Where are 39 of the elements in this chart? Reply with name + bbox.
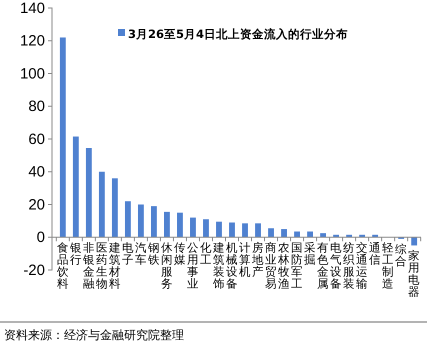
x-tick-label: 通信	[369, 240, 382, 266]
x-tick-label: 商业贸易	[265, 240, 278, 290]
y-tick-label: 140	[20, 0, 45, 17]
x-tick-label: 化工	[200, 240, 212, 266]
x-tick-label: 综合	[395, 242, 408, 268]
x-tick-label: 机械设备	[226, 240, 238, 290]
legend-label: 3月26至5月4日北上资金流入的行业分布	[128, 27, 348, 41]
y-tick-label: 120	[20, 32, 45, 50]
x-tick-label: 电气设备	[330, 240, 342, 290]
x-tick-label: 房地产	[251, 240, 264, 278]
x-tick-label: 非银金融	[82, 240, 95, 290]
x-tick-label: 食品饮料	[56, 240, 69, 290]
x-tick-label: 纺织服装	[343, 240, 356, 290]
y-tick-label: 0	[36, 229, 45, 246]
x-tick-label: 农林牧渔	[277, 240, 290, 290]
y-tick-label: 100	[20, 65, 45, 82]
x-tick-label: 家用电器	[408, 248, 420, 298]
x-tick-label: 钢铁	[146, 240, 160, 266]
x-tick-label: 采掘	[304, 240, 316, 266]
x-tick-label: 轻工制造	[382, 240, 394, 290]
x-tick-label: 传媒	[174, 240, 186, 266]
y-tick-label: 20	[28, 196, 45, 214]
x-tick-label: 汽车	[134, 240, 147, 266]
x-tick-label: 电子	[122, 240, 134, 266]
x-tick-label: 有色金属	[317, 240, 330, 290]
x-tick-label: 医药生物	[96, 240, 108, 290]
y-tick-label: 80	[28, 98, 45, 116]
text: 资料来源：经济与金融研究院整理	[4, 328, 184, 342]
y-tick-label: 40	[28, 164, 45, 181]
x-tick-label: 休闲服务	[160, 240, 173, 290]
y-tick-label: -20	[23, 262, 45, 279]
x-tick-label: 国防军工	[291, 240, 304, 290]
x-tick-label: 计算机	[239, 240, 252, 278]
x-tick-label: 建筑装饰	[212, 240, 225, 290]
x-tick-label: 公用事业	[186, 240, 199, 290]
x-tick-label: 建筑材料	[108, 240, 121, 290]
x-tick-label: 交通运输	[356, 240, 368, 290]
y-tick-label: 60	[28, 130, 45, 148]
x-tick-label: 银行	[68, 240, 82, 266]
